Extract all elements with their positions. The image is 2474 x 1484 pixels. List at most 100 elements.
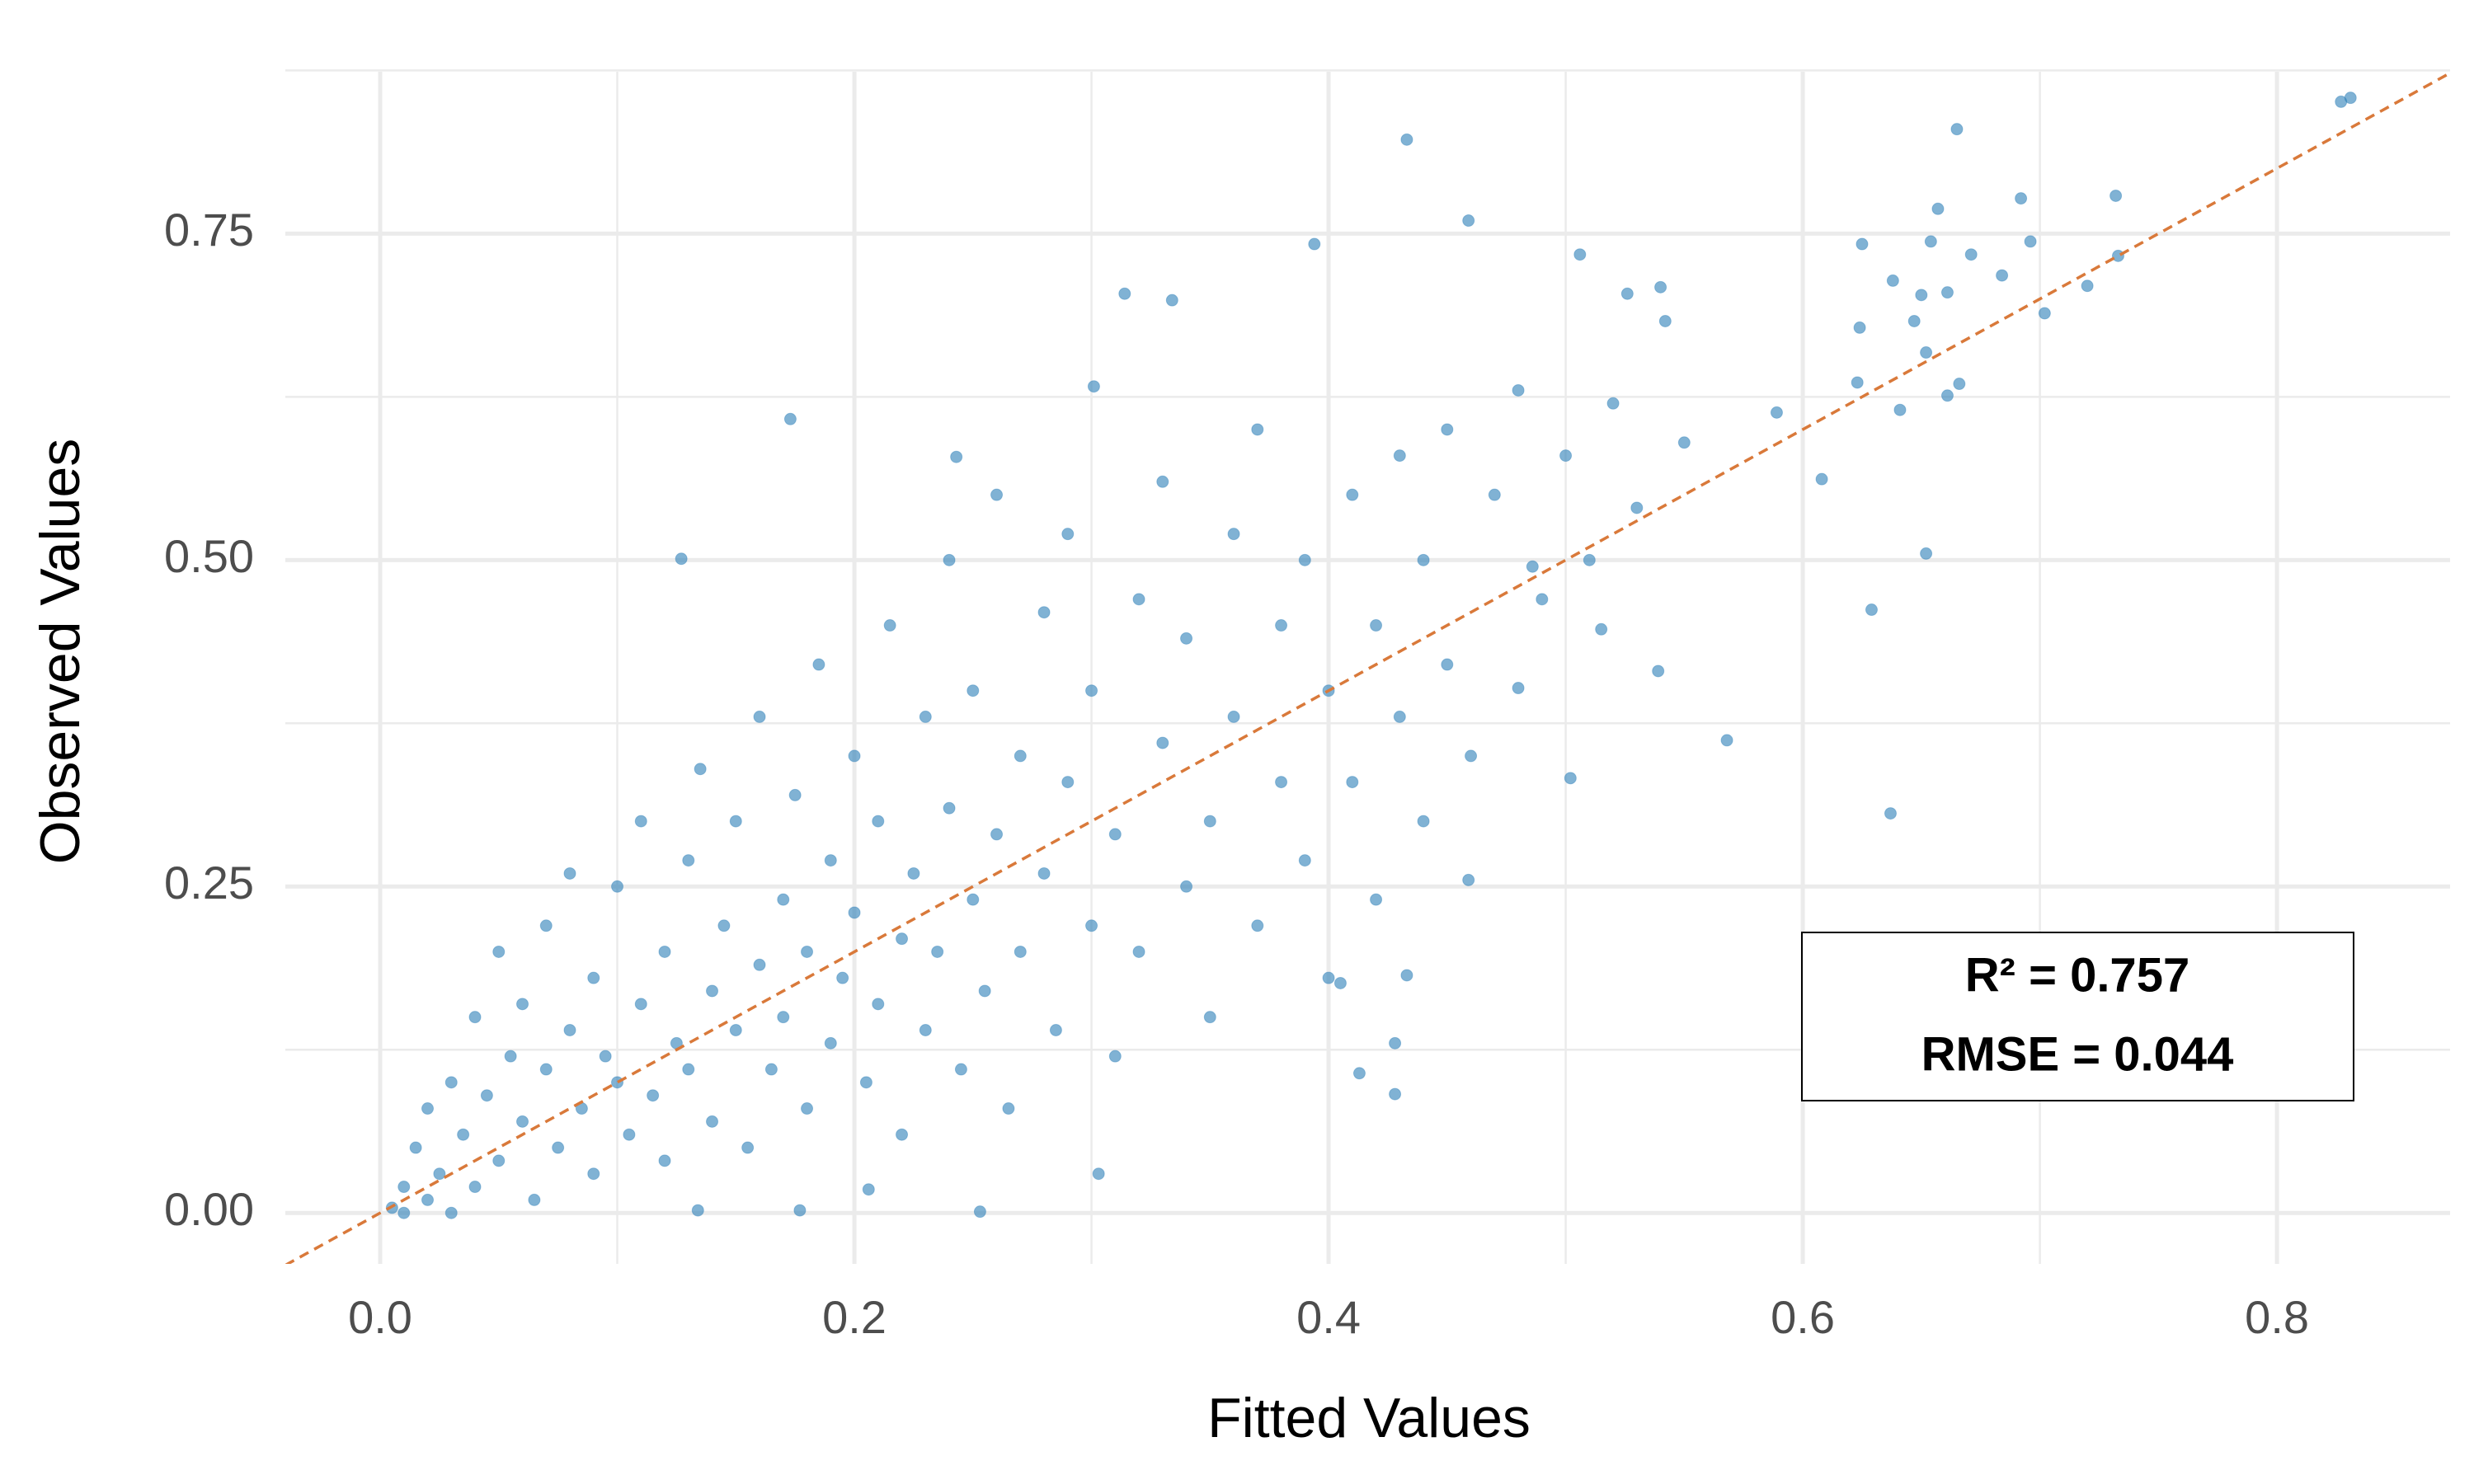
point <box>397 1206 411 1219</box>
point <box>1346 488 1359 501</box>
point <box>1165 294 1178 307</box>
point <box>1389 1087 1402 1101</box>
point <box>777 893 790 906</box>
point <box>2109 189 2123 202</box>
point <box>801 1102 814 1115</box>
point <box>788 788 802 801</box>
point <box>682 854 695 867</box>
y-tick-label: 0.75 <box>164 204 254 256</box>
point <box>1370 619 1383 632</box>
point <box>1400 133 1413 146</box>
point <box>1564 772 1577 785</box>
point <box>1953 378 1966 391</box>
point <box>468 1011 482 1024</box>
y-tick-label: 0.00 <box>164 1183 254 1235</box>
point <box>563 866 576 880</box>
point <box>1488 488 1501 501</box>
point <box>682 1063 695 1076</box>
point <box>1940 389 1954 402</box>
point <box>1559 449 1573 463</box>
point <box>516 1115 529 1128</box>
point <box>848 749 861 763</box>
point <box>1092 1167 1105 1181</box>
point <box>480 1089 493 1102</box>
point <box>1251 919 1264 932</box>
point <box>1014 945 1027 958</box>
y-axis-title: Observed Values <box>29 439 92 865</box>
point <box>1526 560 1539 573</box>
point <box>1924 235 1937 248</box>
point <box>1180 880 1193 893</box>
point <box>492 945 506 958</box>
point <box>967 684 980 697</box>
point <box>1298 553 1311 566</box>
point <box>658 1154 671 1167</box>
point <box>931 945 944 958</box>
point <box>741 1141 755 1154</box>
point <box>801 945 814 958</box>
point <box>1658 315 1672 328</box>
point <box>954 1063 967 1076</box>
point <box>1512 383 1525 397</box>
point <box>824 854 837 867</box>
point <box>2015 192 2028 205</box>
x-tick-label: 0.0 <box>348 1291 412 1343</box>
point <box>1652 665 1665 678</box>
point <box>397 1181 411 1194</box>
point <box>717 919 731 932</box>
point <box>812 658 825 671</box>
point <box>1298 854 1311 867</box>
point <box>421 1102 435 1115</box>
point <box>1920 547 1933 560</box>
point <box>611 880 624 893</box>
point <box>1393 710 1406 723</box>
point <box>1061 776 1075 789</box>
point <box>1049 1024 1062 1037</box>
point <box>539 1063 553 1076</box>
point <box>2024 235 2037 248</box>
point <box>729 1024 742 1037</box>
point <box>1346 776 1359 789</box>
point <box>836 971 849 984</box>
point <box>694 763 707 776</box>
point <box>883 619 896 632</box>
point <box>1536 593 1549 606</box>
point <box>1014 749 1027 763</box>
point <box>753 710 766 723</box>
point <box>1573 248 1587 261</box>
point <box>1770 406 1783 419</box>
point <box>1203 815 1216 828</box>
x-axis-title: Fitted Values <box>1207 1387 1531 1449</box>
point <box>862 1183 875 1196</box>
point <box>1108 828 1122 841</box>
point <box>457 1128 470 1141</box>
point <box>552 1141 565 1154</box>
point <box>634 998 647 1011</box>
point <box>516 998 529 1011</box>
point <box>1893 403 1907 416</box>
point <box>1920 346 1933 359</box>
point <box>1085 919 1098 932</box>
point <box>950 450 963 463</box>
point <box>1002 1102 1015 1115</box>
x-tick-label: 0.4 <box>1296 1291 1361 1343</box>
point <box>421 1193 435 1206</box>
point <box>2038 307 2051 320</box>
point <box>896 932 909 946</box>
point <box>1308 237 1321 251</box>
point <box>943 801 956 815</box>
point <box>1333 976 1347 989</box>
point <box>919 710 932 723</box>
point <box>1851 376 1864 389</box>
point <box>872 815 885 828</box>
point <box>1865 603 1878 617</box>
point <box>1085 684 1098 697</box>
x-tick-label: 0.2 <box>822 1291 887 1343</box>
point <box>1462 214 1475 228</box>
point <box>658 945 671 958</box>
plot-area <box>285 72 2450 1264</box>
point <box>409 1141 422 1154</box>
point <box>706 1115 719 1128</box>
point <box>1512 682 1525 695</box>
point <box>1118 287 1131 300</box>
